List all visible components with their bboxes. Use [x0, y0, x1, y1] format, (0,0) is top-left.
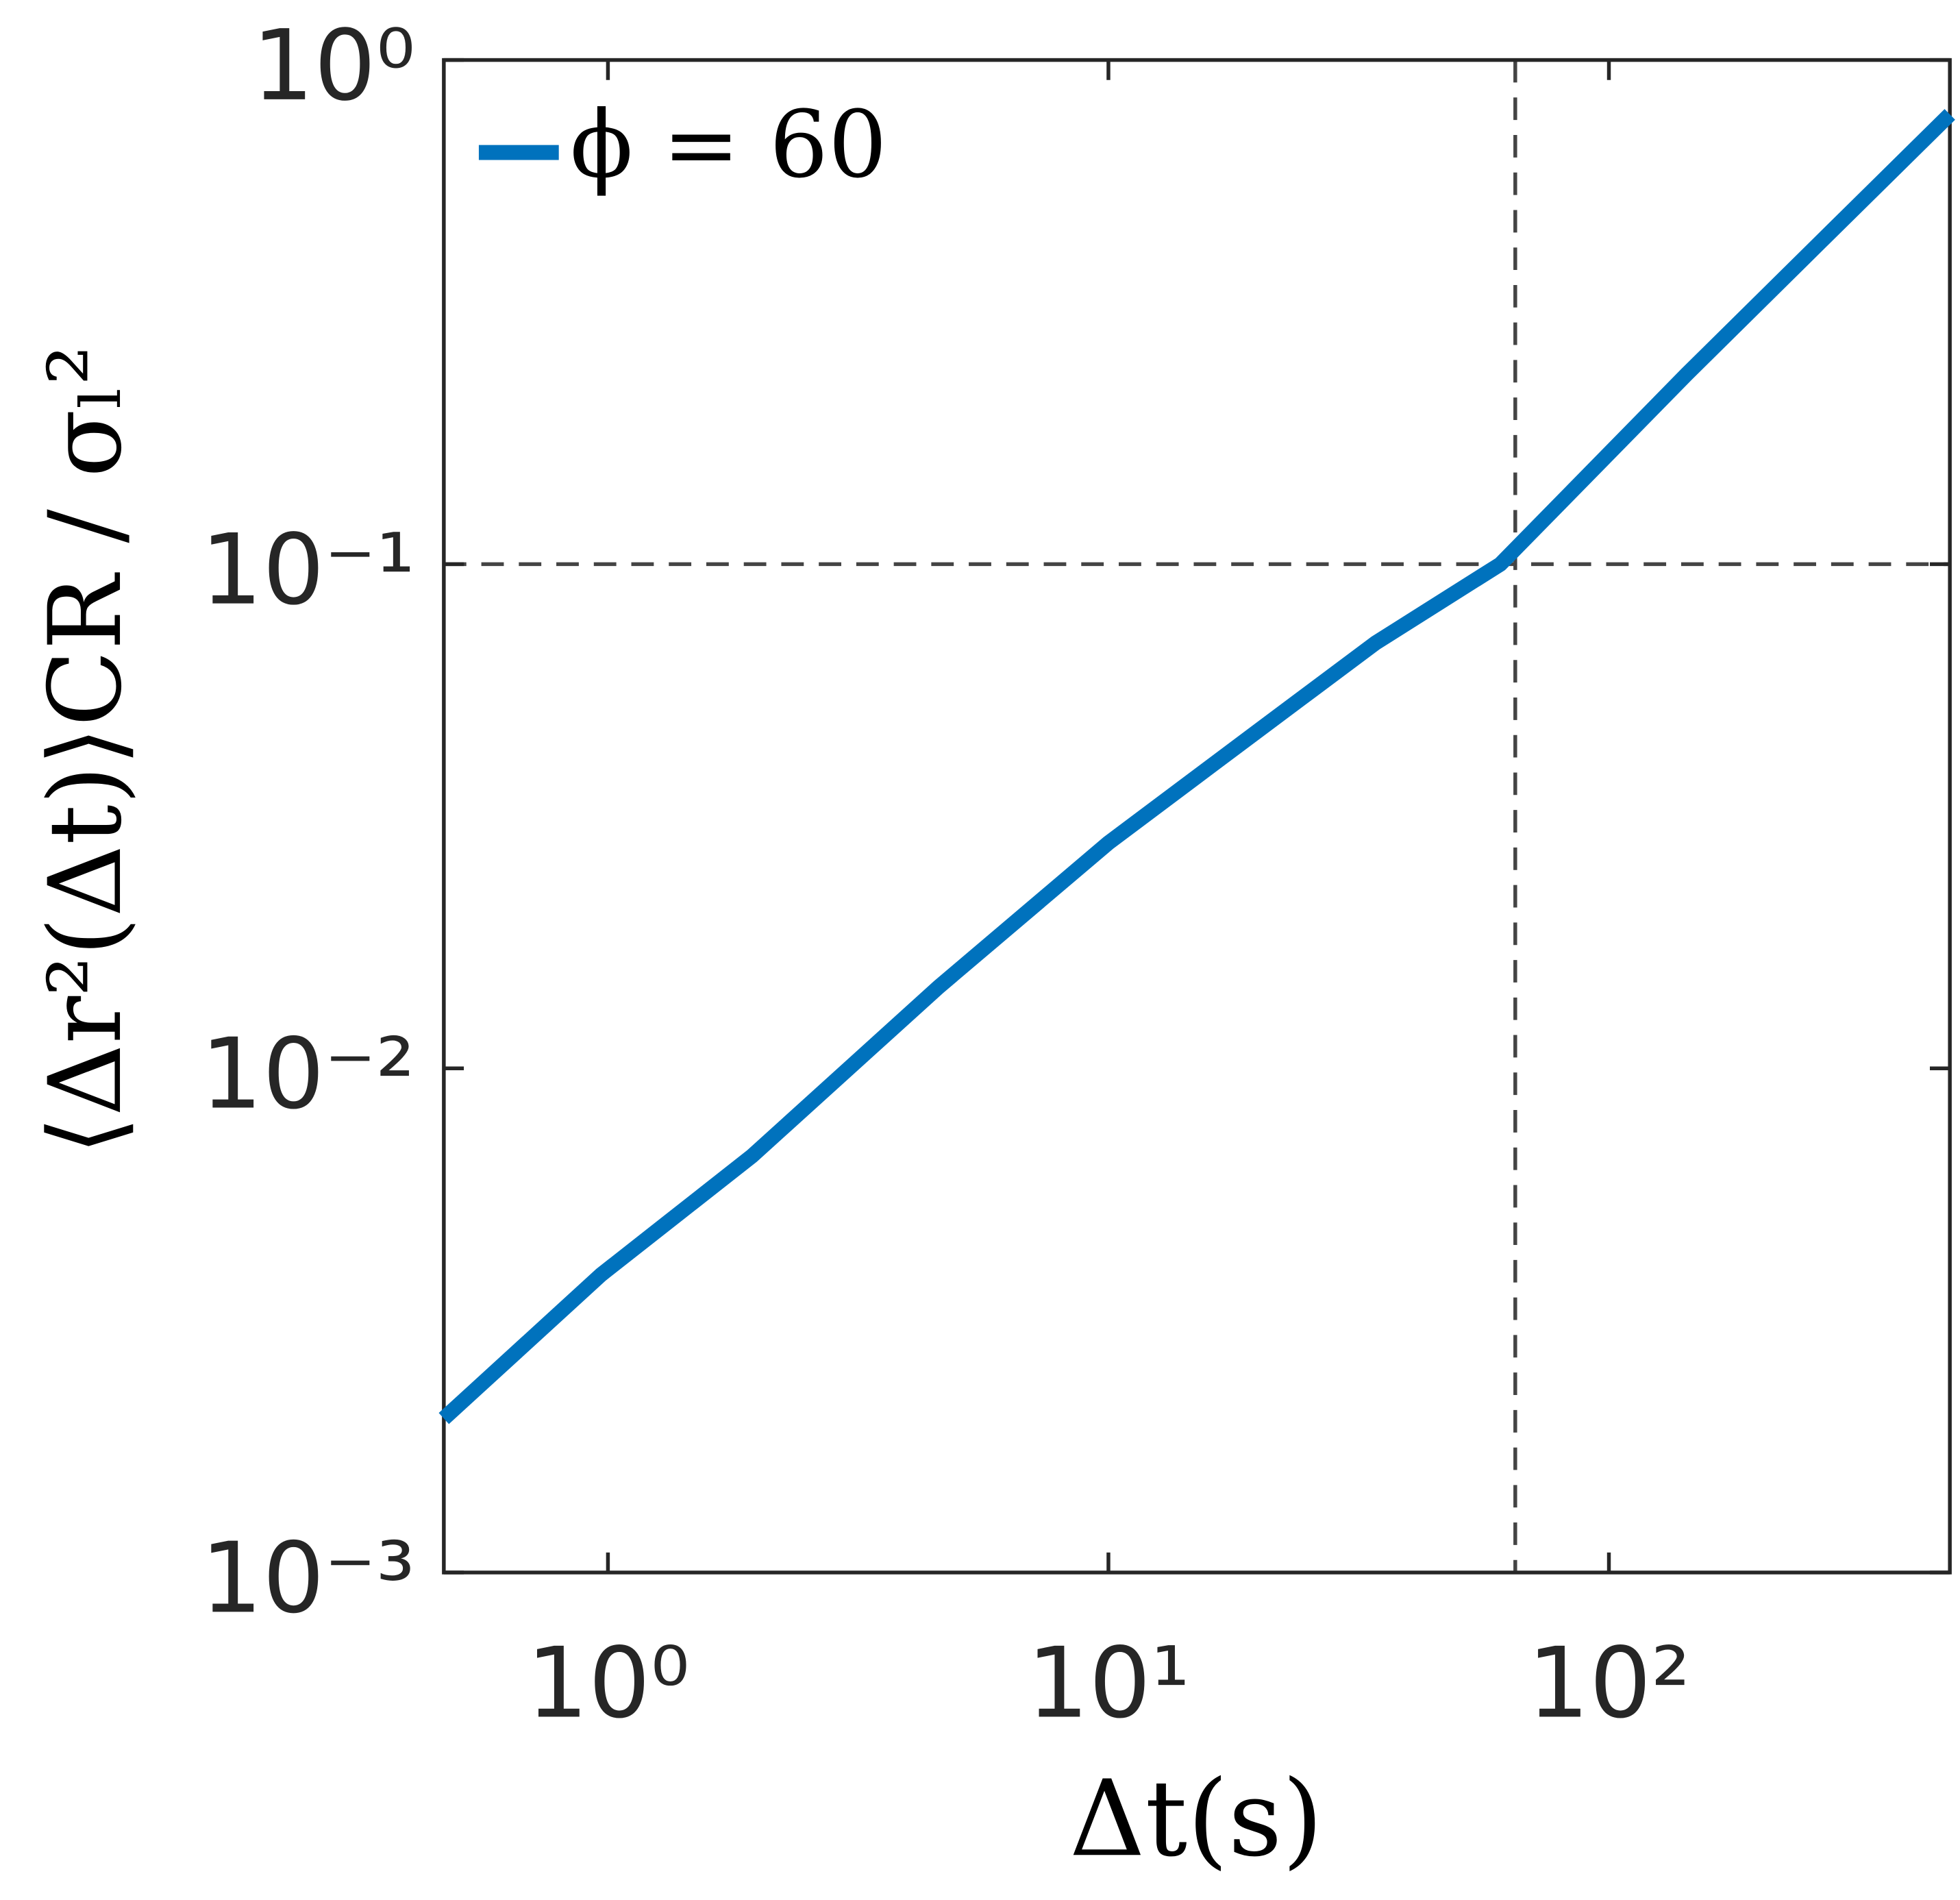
x-tick-label: 10² [1527, 1627, 1690, 1740]
x-tick-label: 10¹ [1027, 1627, 1190, 1740]
x-tick-label: 10⁰ [526, 1627, 689, 1740]
legend-label: ϕ = 60 [570, 91, 887, 199]
y-tick-label: 10⁰ [252, 9, 415, 123]
y-tick-label: 10⁻³ [201, 1521, 415, 1635]
y-tick-label: 10⁻¹ [201, 513, 415, 627]
y-axis-label: ⟨Δr²(Δt)⟩CR / σₗ² [28, 345, 144, 1155]
plot-frame [442, 58, 1952, 1575]
data-line [438, 109, 1955, 1424]
x-axis-label: Δt(s) [1069, 1758, 1323, 1880]
y-tick-label: 10⁻² [201, 1017, 415, 1131]
